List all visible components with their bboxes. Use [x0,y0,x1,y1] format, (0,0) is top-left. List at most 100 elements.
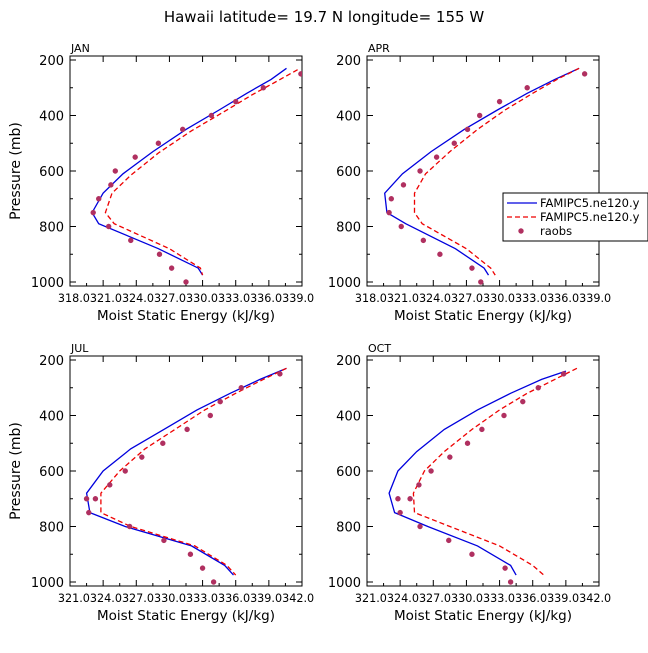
raob-point [451,140,457,146]
y-tick-label: 400 [336,110,361,125]
x-tick-label: 336.0 [547,292,579,305]
y-tick-label: 800 [39,521,64,536]
legend-entry-label: FAMIPC5.ne120.y [540,196,640,210]
x-tick-label: 321.0 [58,592,90,605]
y-tick-label: 200 [336,54,361,69]
x-tick-label: 318.0 [58,292,90,305]
x-tick-label: 324.0 [90,592,122,605]
raob-point [496,98,503,105]
plot-frame [366,55,600,287]
raob-point [420,237,427,244]
x-tick-label: 339.0 [282,292,314,305]
raob-point [155,140,162,146]
raob-point [277,371,283,377]
raob-point [207,412,214,419]
y-tick-label: 1000 [328,576,361,591]
x-tick-label: 342.0 [579,592,611,605]
raob-point [199,565,206,571]
x-tick-label: 324.0 [387,592,419,605]
y-tick-label: 200 [39,54,64,69]
raob-point [469,551,475,557]
x-tick-label: 330.0 [186,292,218,305]
raob-point [208,112,215,119]
raob-point [398,223,404,230]
x-tick-label: 339.0 [250,592,282,605]
y-tick-label: 1000 [328,276,361,291]
x-tick-label: 333.0 [218,292,250,305]
raob-point [535,385,541,391]
model-line-dashed [104,69,298,276]
plot-frame [69,55,303,287]
x-tick-labels: 318.0321.0324.0327.0330.0333.0336.0339.0 [355,292,611,305]
raob-point [260,85,267,91]
raob-point [560,371,567,377]
raob-point [90,209,96,216]
raob-point [524,85,530,91]
raob-point [92,496,99,502]
raob-point [210,579,217,585]
raob-point [160,440,166,446]
panel-apr: APR2004006008001000318.0321.0324.0327.03… [328,42,611,324]
raob-point [161,537,167,544]
raob-point [520,398,526,405]
x-tick-label: 342.0 [282,592,314,605]
x-tick-label: 321.0 [90,292,122,305]
raob-point [184,426,190,433]
panel-label: OCT [368,342,391,355]
model-line-solid [85,367,287,576]
x-tick-label: 333.0 [483,592,515,605]
raob-point [437,251,443,257]
raob-point [217,398,223,405]
plot-frame [69,355,303,587]
raob-point [407,496,413,502]
raob-point [417,168,423,174]
x-tick-label: 339.0 [579,292,611,305]
raob-point [502,565,508,571]
x-tick-label: 327.0 [419,592,451,605]
x-tick-labels: 321.0324.0327.0330.0333.0336.0339.0342.0 [58,592,314,605]
y-tick-label: 200 [336,354,361,369]
raob-point [233,98,239,105]
panel-label: APR [368,42,390,55]
raob-point [156,251,163,257]
raob-point [122,468,128,474]
raob-point [96,196,102,202]
raob-point [428,468,434,474]
raob-point [168,265,175,271]
raob-point [139,454,145,460]
model-line-dashed [412,367,578,576]
y-tick-label: 400 [39,110,64,125]
x-tick-label: 321.0 [387,292,419,305]
x-tick-label: 324.0 [122,292,154,305]
raob-point [581,71,588,77]
y-tick-label: 1000 [31,276,64,291]
raob-point [446,537,452,544]
raob-point [83,496,90,502]
legend-entry-label: raobs [540,224,572,238]
x-axis-label: Moist Static Energy (kJ/kg) [394,308,572,324]
raob-point [298,71,302,77]
raob-point [107,482,113,488]
x-axis-label: Moist Static Energy (kJ/kg) [97,608,275,624]
x-axis-label: Moist Static Energy (kJ/kg) [394,608,572,624]
y-tick-label: 800 [336,521,361,536]
x-axis-label: Moist Static Energy (kJ/kg) [97,308,275,324]
raob-point [183,279,189,285]
panel-oct: OCT2004006008001000321.0324.0327.0330.03… [328,342,611,624]
model-line-dashed [100,367,287,576]
x-tick-label: 327.0 [451,292,483,305]
x-tick-label: 321.0 [355,592,387,605]
x-tick-label: 330.0 [154,592,186,605]
model-line-dashed [413,67,580,276]
y-tick-label: 200 [39,354,64,369]
figure-title: Hawaii latitude= 19.7 N longitude= 155 W [164,8,484,26]
y-axis-label: Pressure (mb) [8,122,24,220]
x-tick-label: 333.0 [515,292,547,305]
raob-point [395,496,401,502]
x-tick-label: 324.0 [419,292,451,305]
raob-point [447,454,453,460]
x-tick-label: 327.0 [154,292,186,305]
raob-point [400,182,407,188]
